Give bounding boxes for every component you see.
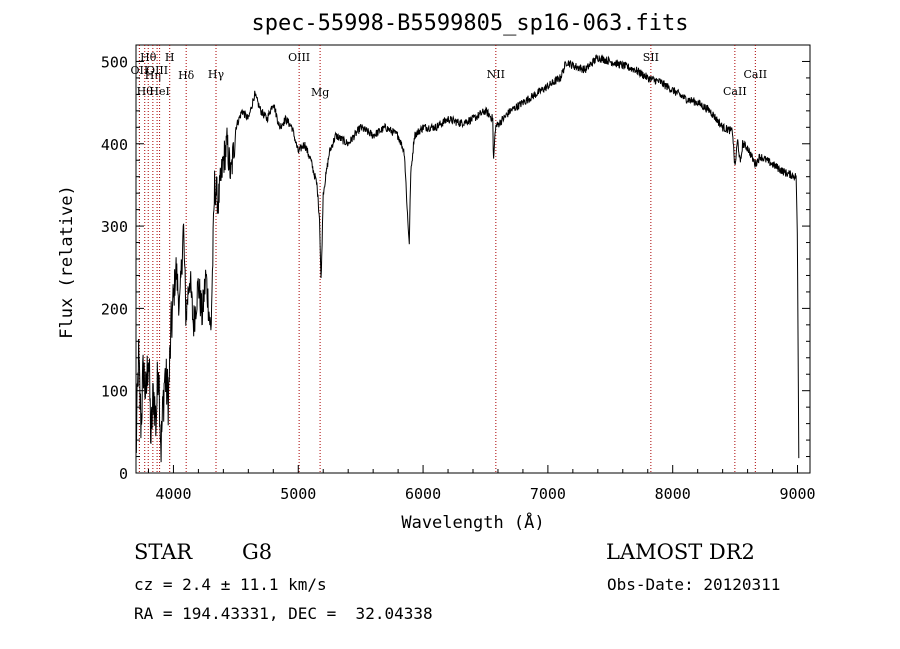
line-marker-label: Mg [311,86,329,99]
line-marker-label: CaII [743,68,767,81]
axis-ticks: 4000 5000 6000 7000 8000 9000 0 100 200 300 400 500 [101,53,816,503]
line-marker-label: Hδ [178,69,195,82]
line-marker-label: CaII [723,85,747,98]
y-tick-label: 200 [101,300,128,318]
x-tick-label: 5000 [280,485,316,503]
line-marker-label: NII [487,68,505,81]
object-subclass: G8 [242,540,273,564]
y-axis-label: Flux (relative) [57,185,77,339]
object-class: STAR [134,540,193,564]
x-tick-label: 8000 [655,485,691,503]
line-marker-label: Hθ [140,51,157,64]
y-tick-label: 400 [101,136,128,154]
y-tick-label: 300 [101,218,128,236]
x-tick-label: 9000 [779,485,815,503]
redshift-info: cz = 2.4 ± 11.1 km/s [134,575,327,594]
survey-name: LAMOST DR2 [606,540,755,564]
line-marker-label: SII [643,51,659,64]
line-marker-label: OIII [146,64,168,77]
line-marker-label: OII [131,64,149,77]
line-marker-label: Hγ [208,68,225,81]
line-marker-label: OIII [288,51,310,64]
line-marker-label: HeI [149,85,169,98]
x-tick-label: 7000 [530,485,566,503]
x-axis-label: Wavelength (Å) [401,511,544,533]
y-tick-label: 500 [101,53,128,71]
observation-date: Obs-Date: 20120311 [607,575,781,594]
y-tick-label: 100 [101,383,128,401]
spectrum-line [135,53,800,463]
y-tick-label: 0 [119,465,128,483]
chart-title: spec-55998-B5599805_sp16-063.fits [251,11,688,36]
x-tick-label: 6000 [405,485,441,503]
line-marker-label: Hθ [137,85,154,98]
coordinates: RA = 194.43331, DEC = 32.04338 [134,604,433,623]
line-marker-label: H [165,51,175,64]
x-tick-label: 4000 [155,485,191,503]
